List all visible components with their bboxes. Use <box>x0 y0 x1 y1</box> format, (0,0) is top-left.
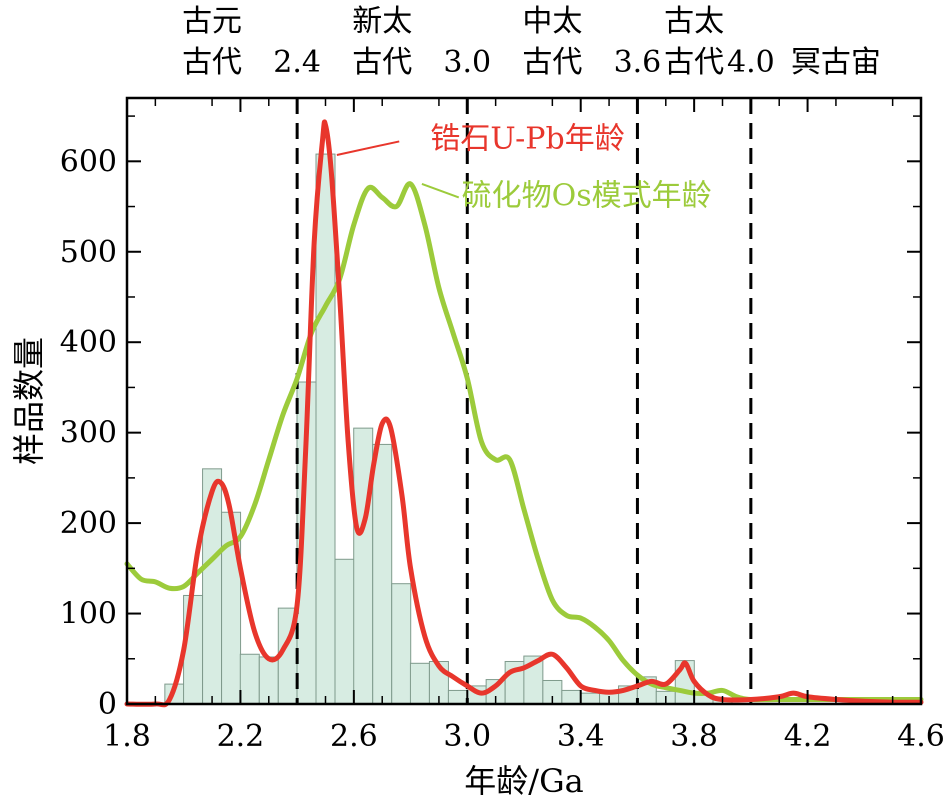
histogram-bar <box>674 660 695 705</box>
histogram-bar <box>315 153 336 705</box>
histogram-bar <box>353 427 374 705</box>
y-tick-label: 200 <box>60 506 117 541</box>
era-label: 古元 <box>182 4 242 39</box>
era-label: 冥古宙 <box>791 45 881 80</box>
series-label: 硫化物Os模式年龄 <box>462 179 712 214</box>
era-label: 古太 <box>664 4 724 39</box>
histogram-bar <box>580 692 601 705</box>
plot-frame <box>125 96 923 706</box>
y-tick-label: 400 <box>60 325 117 360</box>
histogram-bar <box>183 594 204 705</box>
histogram-bar <box>334 558 355 705</box>
histogram-bar <box>239 653 260 705</box>
era-boundary-label: 2.4 <box>273 45 321 80</box>
x-tick-label: 1.8 <box>103 719 151 754</box>
histogram-bar <box>447 689 468 705</box>
x-tick-label: 3.0 <box>443 719 491 754</box>
y-tick-label: 300 <box>60 416 117 451</box>
era-boundary-label: 4.0 <box>727 45 775 80</box>
y-tick-label: 0 <box>98 687 117 722</box>
x-tick-label: 3.4 <box>557 719 605 754</box>
series-label-leader <box>421 182 460 199</box>
x-tick-label: 2.6 <box>330 719 378 754</box>
x-tick-label: 3.8 <box>670 719 718 754</box>
histogram-bar <box>372 443 393 705</box>
era-label: 古代 <box>182 45 242 80</box>
x-tick-label: 4.6 <box>897 719 945 754</box>
y-axis-label: 样品数量 <box>10 337 48 465</box>
series-label: 锆石U-Pb年龄 <box>430 122 624 157</box>
era-label: 新太 <box>352 4 412 39</box>
era-boundary-label: 3.6 <box>614 45 662 80</box>
axes: 1.8 2.2 2.6 3.0 3.4 3.8 4.2 4.6 0 100 200 300 400 500… <box>60 98 945 754</box>
x-axis-label: 年龄/Ga <box>464 762 583 800</box>
y-tick-label: 500 <box>60 235 117 270</box>
histogram-bar <box>391 583 412 705</box>
histogram-bar <box>409 662 430 705</box>
era-boundary-label: 3.0 <box>443 45 491 80</box>
histogram-bar <box>202 468 223 705</box>
series-line <box>124 119 924 708</box>
x-tick-label: 2.2 <box>217 719 265 754</box>
era-label: 古代 <box>522 45 582 80</box>
era-label: 中太 <box>522 4 582 39</box>
histogram-bar <box>561 689 582 705</box>
era-label: 古代 <box>664 45 724 80</box>
series-label-leader <box>336 140 400 156</box>
y-tick-label: 100 <box>60 597 117 632</box>
era-boundaries: 2.4 3.0 3.6 4.0 <box>273 45 775 704</box>
series-line <box>124 181 924 703</box>
x-tick-label: 4.2 <box>784 719 832 754</box>
era-label: 古代 <box>352 45 412 80</box>
y-tick-label: 600 <box>60 144 117 179</box>
